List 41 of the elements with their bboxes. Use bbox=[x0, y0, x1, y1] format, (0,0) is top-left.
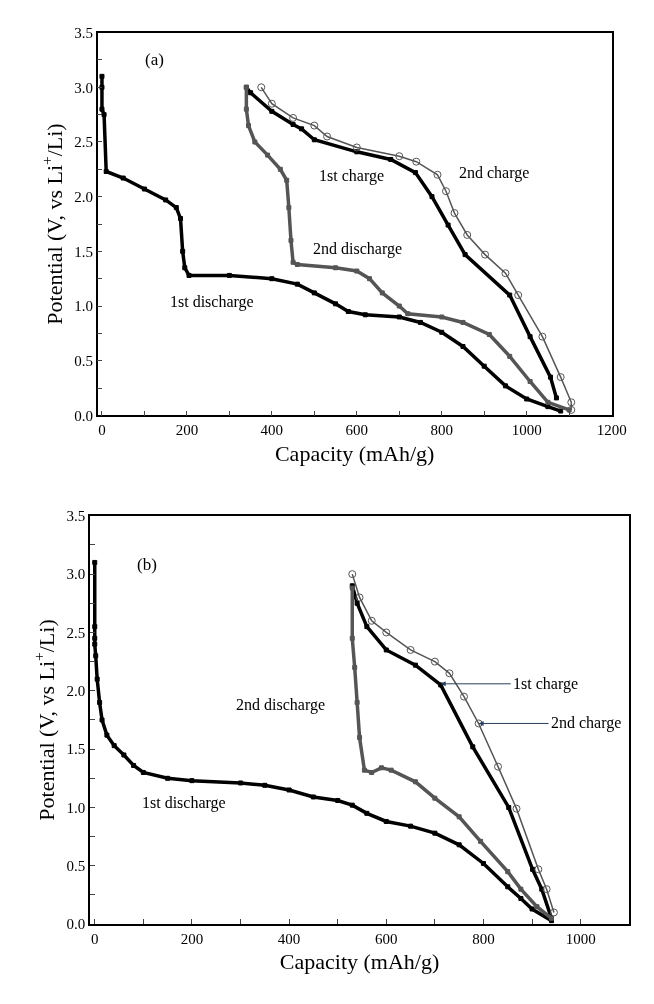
y-tick-label: 3.0 bbox=[66, 566, 86, 583]
y-tick-label: 2.0 bbox=[74, 188, 93, 205]
x-tick-label: 0 bbox=[98, 422, 106, 439]
x-tick-label: 400 bbox=[277, 930, 301, 947]
y-tick-label: 1.5 bbox=[74, 243, 93, 260]
annotation: 2nd charge bbox=[551, 714, 622, 732]
x-tick-label: 200 bbox=[180, 930, 204, 947]
annotation: (b) bbox=[137, 555, 157, 574]
x-tick-label: 800 bbox=[430, 422, 453, 439]
annotation: 2nd discharge bbox=[313, 240, 403, 258]
x-tick-label: 200 bbox=[175, 422, 199, 439]
y-tick-label: 0.5 bbox=[74, 352, 93, 369]
x-tick-label: 600 bbox=[345, 422, 369, 439]
x-tick-label: 1000 bbox=[511, 422, 542, 439]
y-tick-label: 2.5 bbox=[74, 134, 93, 151]
annotation: 2nd discharge bbox=[236, 696, 326, 714]
y-tick-label: 1.5 bbox=[66, 741, 86, 758]
y-tick-label: 0.0 bbox=[74, 407, 93, 424]
y-tick-label: 3.5 bbox=[66, 508, 86, 525]
x-tick-label: 0 bbox=[91, 930, 99, 947]
y-tick-label: 2.5 bbox=[66, 624, 86, 641]
annotation: 1st discharge bbox=[170, 293, 254, 311]
y-tick-label: 2.0 bbox=[66, 683, 86, 700]
y-tick-label: 1.0 bbox=[66, 799, 86, 816]
y-tick-label: 0.5 bbox=[66, 858, 86, 875]
annotation: 1st discharge bbox=[142, 794, 226, 812]
x-tick-label: 1000 bbox=[565, 930, 596, 947]
x-tick-label: 800 bbox=[472, 930, 495, 947]
annotation: 1st charge bbox=[319, 167, 385, 185]
x-axis-title: Capacity (mAh/g) bbox=[279, 949, 440, 975]
y-tick-label: 3.0 bbox=[74, 79, 93, 96]
x-tick-label: 600 bbox=[375, 930, 398, 947]
annotation: (a) bbox=[145, 50, 164, 69]
x-tick-label: 400 bbox=[260, 422, 284, 439]
y-tick-label: 3.5 bbox=[74, 24, 93, 41]
x-tick-label: 1200 bbox=[596, 422, 627, 439]
annotation: 1st charge bbox=[513, 675, 579, 693]
y-tick-label: 0.0 bbox=[66, 916, 86, 933]
annotation: 2nd charge bbox=[459, 164, 530, 182]
x-axis-title: Capacity (mAh/g) bbox=[274, 440, 435, 466]
y-tick-label: 1.0 bbox=[74, 298, 93, 315]
